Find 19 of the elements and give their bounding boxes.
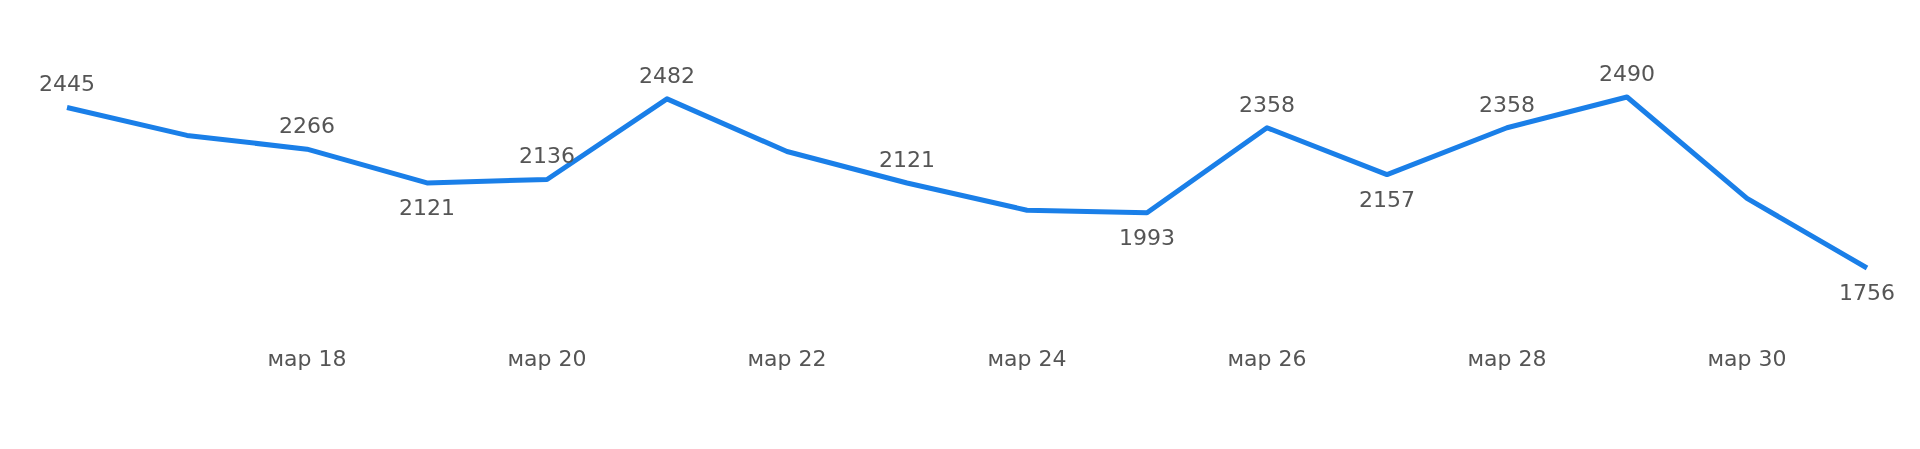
data-label: 2358 xyxy=(1239,91,1295,117)
data-label: 2157 xyxy=(1359,186,1415,212)
data-label: 1756 xyxy=(1839,280,1895,305)
data-label: 2121 xyxy=(879,146,935,172)
x-tick-label: мар 30 xyxy=(1707,345,1787,371)
data-label: 2482 xyxy=(639,62,695,88)
data-label: 2121 xyxy=(399,194,455,220)
data-label: 2358 xyxy=(1479,91,1535,117)
data-label: 2445 xyxy=(39,71,95,97)
x-tick-label: мар 20 xyxy=(507,345,587,371)
x-tick-label: мар 18 xyxy=(267,345,347,371)
x-tick-label: мар 28 xyxy=(1467,345,1547,371)
x-tick-label: мар 24 xyxy=(987,345,1067,371)
x-tick-label: мар 26 xyxy=(1227,345,1307,371)
data-label: 2490 xyxy=(1599,61,1655,86)
data-label: 1993 xyxy=(1119,224,1175,250)
data-label: 2266 xyxy=(279,113,335,139)
data-label: 2136 xyxy=(519,143,575,169)
x-tick-label: мар 22 xyxy=(747,345,827,371)
